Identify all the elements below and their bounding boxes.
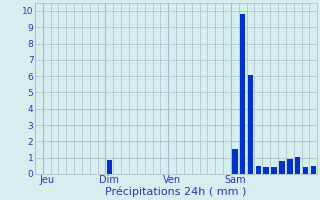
Bar [263, 167, 269, 174]
Bar [232, 149, 238, 174]
X-axis label: Précipitations 24h ( mm ): Précipitations 24h ( mm ) [105, 187, 247, 197]
Bar [279, 161, 285, 174]
Bar [287, 159, 292, 174]
Bar [248, 75, 253, 174]
Bar [295, 157, 300, 174]
Bar [310, 166, 316, 174]
Bar [303, 167, 308, 174]
Bar [256, 166, 261, 174]
Bar [271, 167, 277, 174]
Bar [240, 14, 245, 174]
Bar [107, 160, 112, 174]
